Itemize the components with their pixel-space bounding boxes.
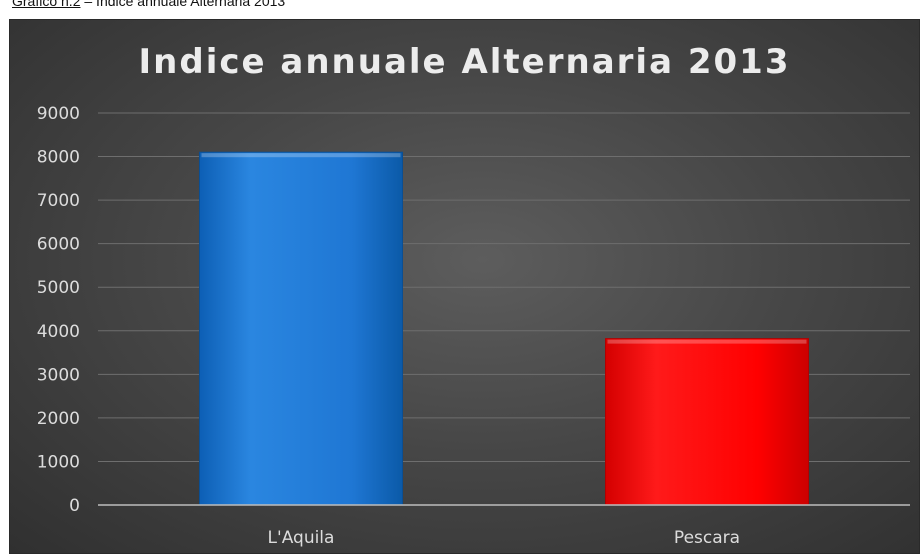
y-tick-label: 4000 bbox=[37, 322, 80, 342]
bar bbox=[199, 151, 403, 506]
chart-area: Indice annuale Alternaria 2013 0 1000 2000… bbox=[9, 19, 920, 554]
y-tick-label: 8000 bbox=[37, 148, 80, 168]
bar-highlight bbox=[201, 153, 401, 158]
chart-title: Indice annuale Alternaria 2013 bbox=[138, 42, 791, 82]
figure-caption-text: – Indice annuale Alternaria 2013 bbox=[80, 0, 286, 9]
y-tick-label: 1000 bbox=[37, 452, 80, 472]
x-category-label: Pescara bbox=[674, 528, 740, 548]
y-tick-label: 0 bbox=[69, 496, 80, 516]
bar bbox=[605, 338, 809, 506]
figure-caption: Grafico n.2 – Indice annuale Alternaria … bbox=[12, 0, 285, 9]
figure-caption-ref: Grafico n.2 bbox=[12, 0, 81, 9]
y-tick-label: 2000 bbox=[37, 409, 80, 429]
bar-chart: 0 1000 2000 3000 4000 5000 6000 7000 8000 9000 L'A… bbox=[37, 104, 910, 548]
y-tick-label: 5000 bbox=[37, 278, 80, 298]
y-tick-label: 9000 bbox=[37, 104, 80, 124]
x-category-label: L'Aquila bbox=[268, 528, 335, 548]
bar-highlight bbox=[607, 339, 807, 344]
y-tick-label: 6000 bbox=[37, 235, 80, 255]
y-tick-label: 7000 bbox=[37, 191, 80, 211]
y-tick-label: 3000 bbox=[37, 365, 80, 385]
